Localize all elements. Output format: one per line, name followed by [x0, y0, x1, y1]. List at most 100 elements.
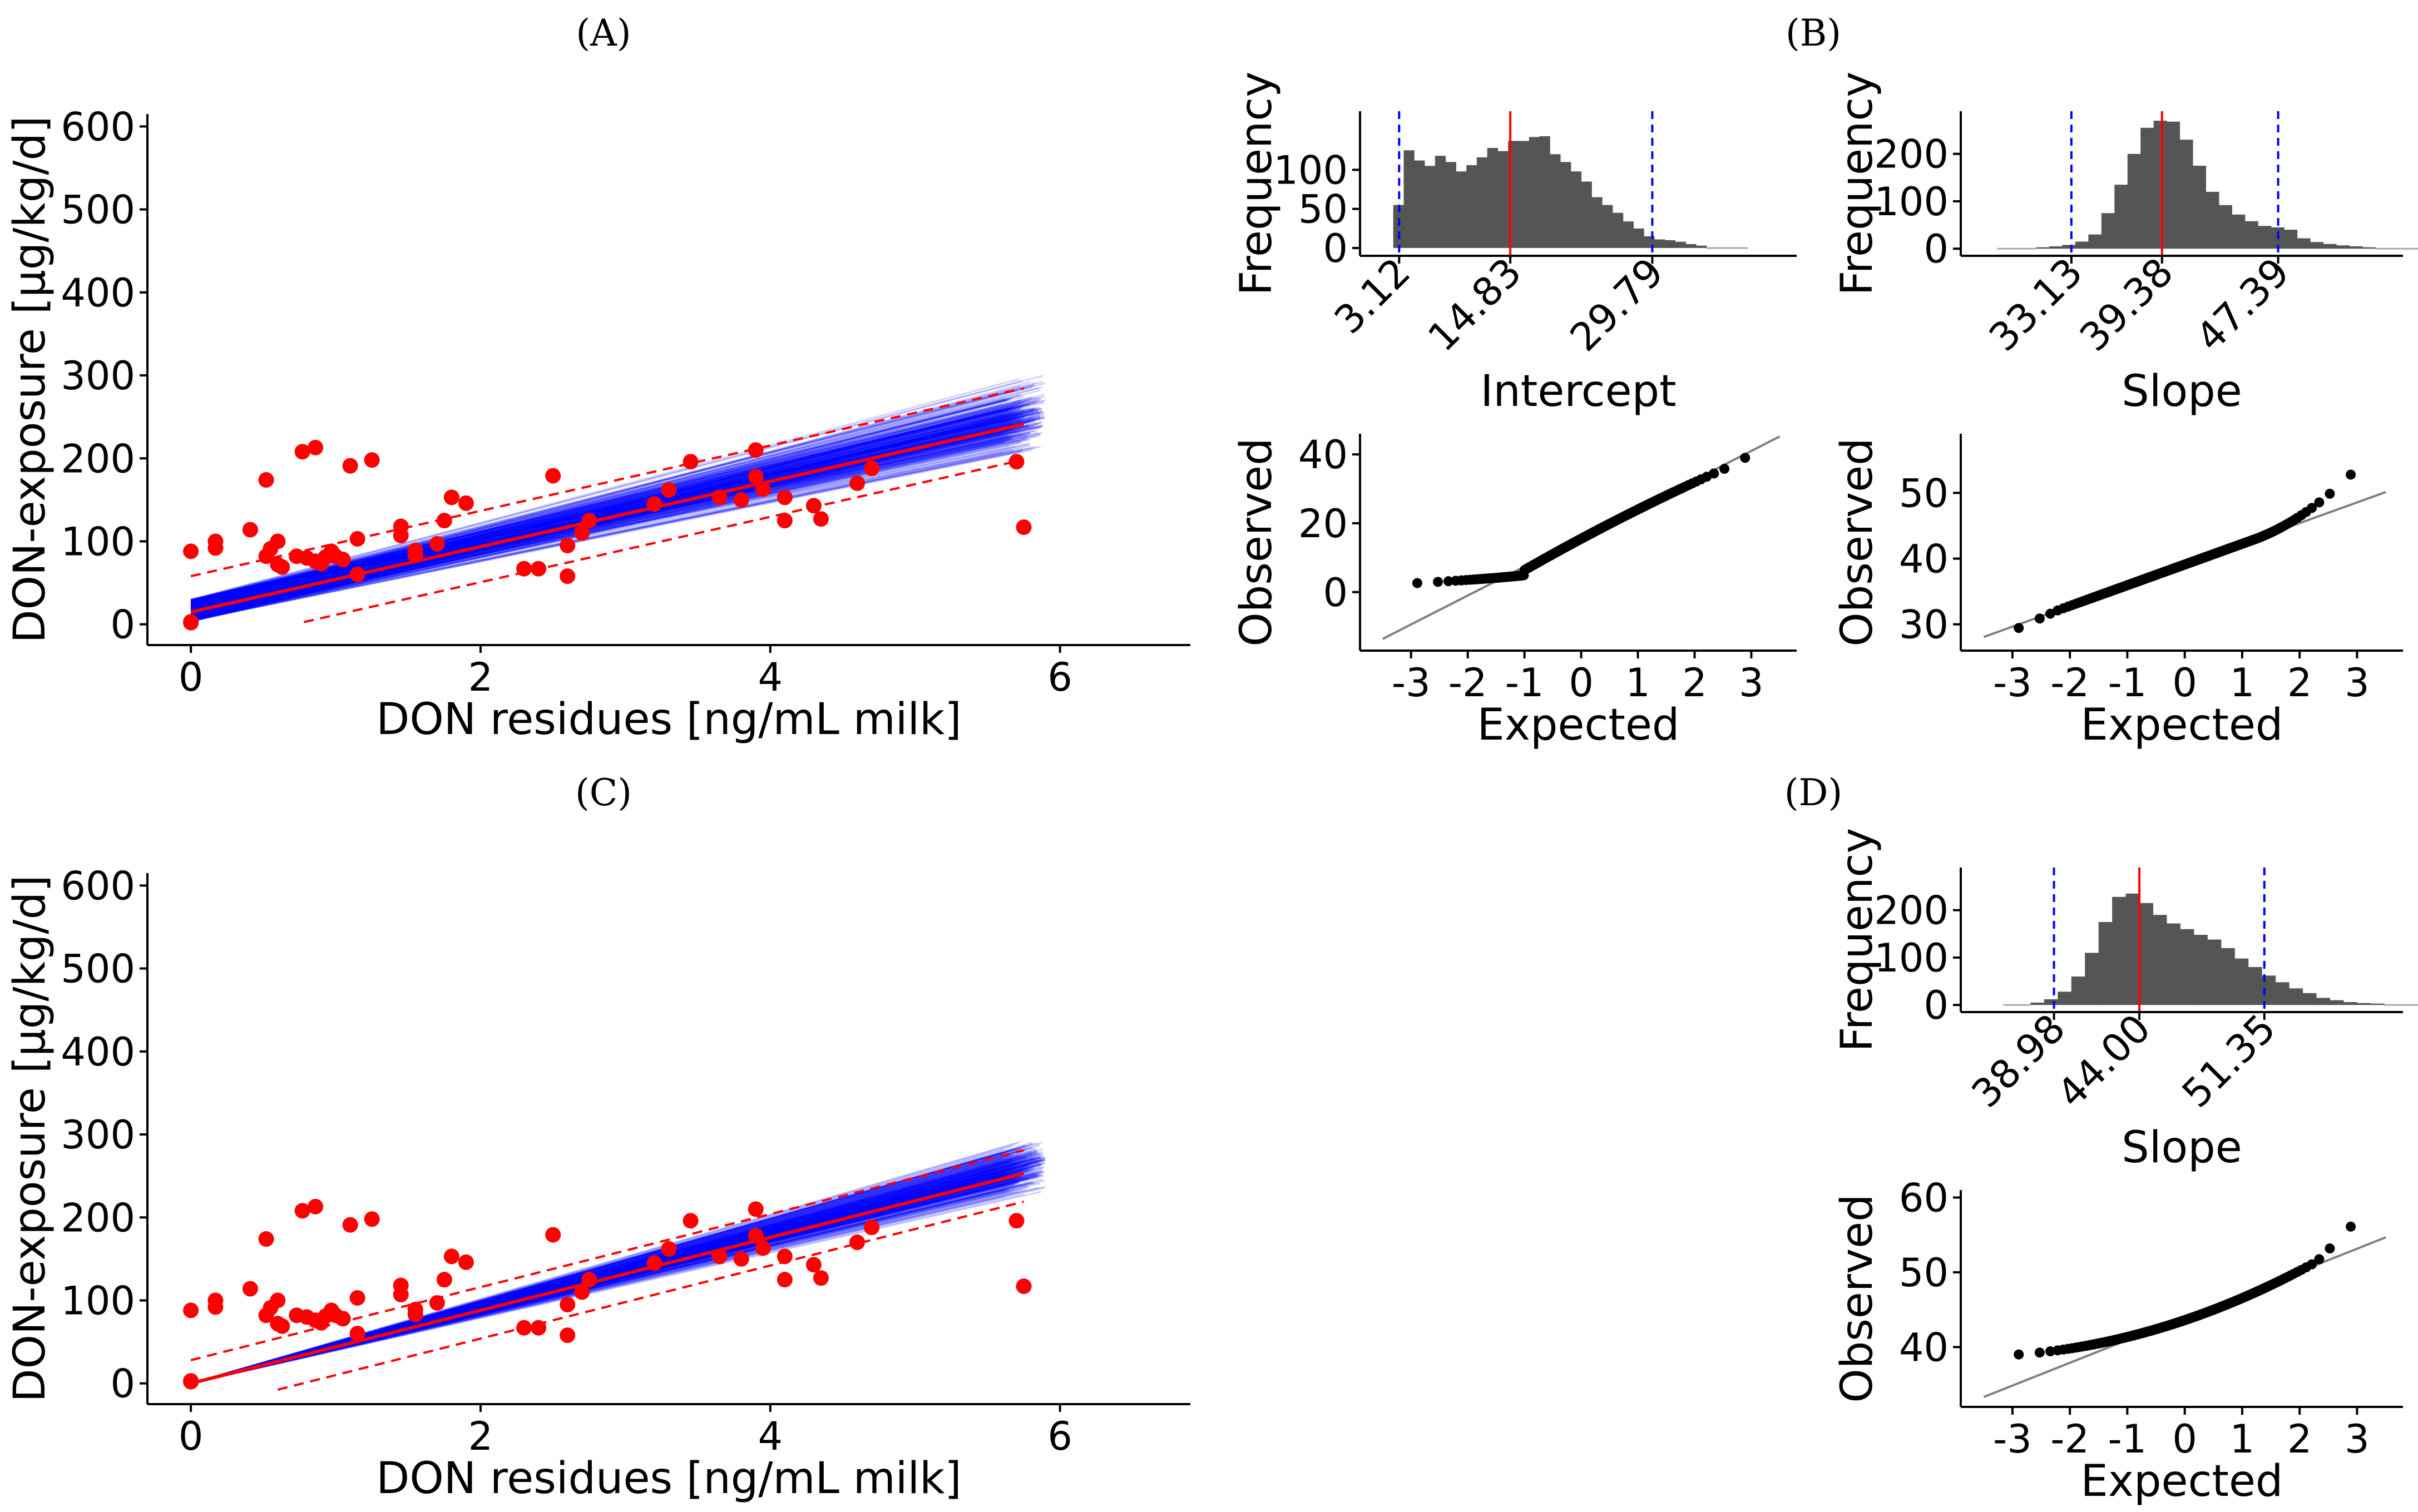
x-tick-label: 0	[179, 655, 204, 700]
bootstrap-line	[190, 1158, 1010, 1385]
data-point	[864, 460, 880, 477]
bootstrap-line	[190, 438, 1026, 616]
data-point	[646, 496, 662, 512]
y-axis-title: Observed	[1832, 438, 1882, 646]
data-point	[849, 1235, 866, 1251]
bootstrap-line	[190, 445, 1031, 622]
data-point	[294, 1203, 310, 1219]
histogram-bar	[1664, 240, 1676, 248]
bootstrap-line	[190, 413, 1034, 611]
bootstrap-line	[190, 410, 1014, 602]
y-tick-label: 50	[1899, 1250, 1949, 1296]
y-axis-title: Observed	[1832, 1194, 1882, 1402]
x-axis-title: Slope	[2122, 366, 2242, 417]
bootstrap-line	[190, 401, 1037, 604]
data-point	[574, 525, 590, 541]
bootstrap-line	[190, 412, 1016, 602]
bootstrap-line	[190, 415, 1020, 603]
bootstrap-line	[190, 414, 1005, 606]
data-point	[531, 1320, 547, 1336]
data-point	[683, 1213, 699, 1229]
x-tick-label: 3	[2345, 1416, 2370, 1462]
x-tick-label: 2	[468, 655, 493, 700]
histogram-bar	[2030, 1002, 2045, 1005]
y-tick-label: 200	[1874, 888, 1949, 934]
y-axis-title: Frequency	[1232, 72, 1282, 296]
bootstrap-line	[190, 406, 1031, 612]
bootstrap-line	[190, 409, 1026, 606]
bootstrap-line	[190, 1162, 1010, 1385]
bootstrap-line	[190, 416, 1025, 612]
data-point	[777, 513, 793, 529]
data-point	[581, 1272, 597, 1288]
data-point	[294, 444, 310, 460]
x-tick-label: 0	[2172, 1416, 2197, 1462]
bootstrap-line	[190, 419, 1034, 602]
y-tick-label: 40	[1298, 432, 1348, 478]
bootstrap-line	[190, 408, 1017, 610]
data-point	[516, 561, 532, 577]
bootstrap-line	[190, 399, 1046, 601]
bootstrap-line	[190, 404, 1018, 602]
bootstrap-line	[190, 1155, 1028, 1385]
bootstrap-line	[190, 1154, 1011, 1385]
bootstrap-line	[190, 406, 1040, 602]
histogram-bar	[2139, 903, 2154, 1005]
histogram-bar	[2330, 1000, 2344, 1005]
histogram-bar	[2336, 245, 2350, 249]
y-tick-label: 0	[110, 1361, 135, 1407]
bootstrap-line	[190, 1153, 1006, 1385]
histogram-bar	[1529, 137, 1540, 248]
bootstrap-line	[190, 1162, 1019, 1385]
bootstrap-line	[190, 1157, 1041, 1385]
bootstrap-line	[190, 1187, 1039, 1385]
histogram-bar	[1456, 171, 1467, 248]
histogram-bar	[1633, 228, 1644, 248]
x-axis-title: Expected	[2081, 1456, 2283, 1506]
data-point	[335, 552, 351, 568]
x-tick-label: 2	[1682, 660, 1707, 706]
bootstrap-line	[190, 419, 1019, 603]
bootstrap-line	[190, 419, 1036, 609]
data-point	[242, 1281, 258, 1297]
bootstrap-line	[190, 1157, 1045, 1385]
bootstrap-line	[190, 410, 1017, 604]
bootstrap-line	[190, 1153, 1036, 1385]
panel-label-d: (D)	[1784, 771, 1842, 814]
y-tick-label: 500	[61, 187, 135, 233]
bootstrap-line	[190, 1153, 1044, 1385]
histogram-bar	[1518, 141, 1530, 248]
bootstrap-line	[190, 442, 1021, 616]
upper-prediction-band	[190, 1149, 1025, 1361]
bootstrap-line	[190, 412, 1035, 612]
x-tick-label: 4	[758, 1414, 783, 1459]
bootstrap-line	[190, 1148, 1004, 1385]
bootstrap-line	[190, 1148, 1028, 1385]
bootstrap-line	[190, 446, 1041, 621]
bootstrap-line	[190, 399, 1008, 605]
bootstrap-line	[190, 404, 1030, 606]
data-point	[711, 489, 728, 505]
histogram-bar	[2234, 958, 2249, 1005]
histogram-bar	[2357, 1003, 2371, 1005]
data-point	[349, 1290, 365, 1306]
lower-prediction-band	[277, 1200, 1025, 1391]
bootstrap-line	[190, 435, 1037, 621]
qq-point	[2346, 469, 2356, 480]
x-tick-label: 39.38	[2071, 249, 2182, 360]
bootstrap-line	[190, 399, 1022, 621]
x-axis-title: Slope	[2122, 1123, 2242, 1173]
data-point	[207, 533, 224, 549]
histogram-bar	[2166, 923, 2180, 1005]
histogram-bar	[1570, 171, 1582, 248]
bootstrap-line	[190, 433, 1041, 608]
bootstrap-line	[190, 422, 1028, 601]
qq-point	[2034, 613, 2045, 624]
x-tick-label: 51.35	[2173, 1005, 2285, 1117]
bootstrap-line	[190, 426, 1040, 618]
data-point	[258, 1231, 274, 1247]
bootstrap-line	[190, 1162, 1018, 1385]
bootstrap-line	[190, 406, 1015, 612]
bootstrap-line	[190, 1153, 1037, 1385]
bootstrap-line	[190, 1158, 1033, 1385]
